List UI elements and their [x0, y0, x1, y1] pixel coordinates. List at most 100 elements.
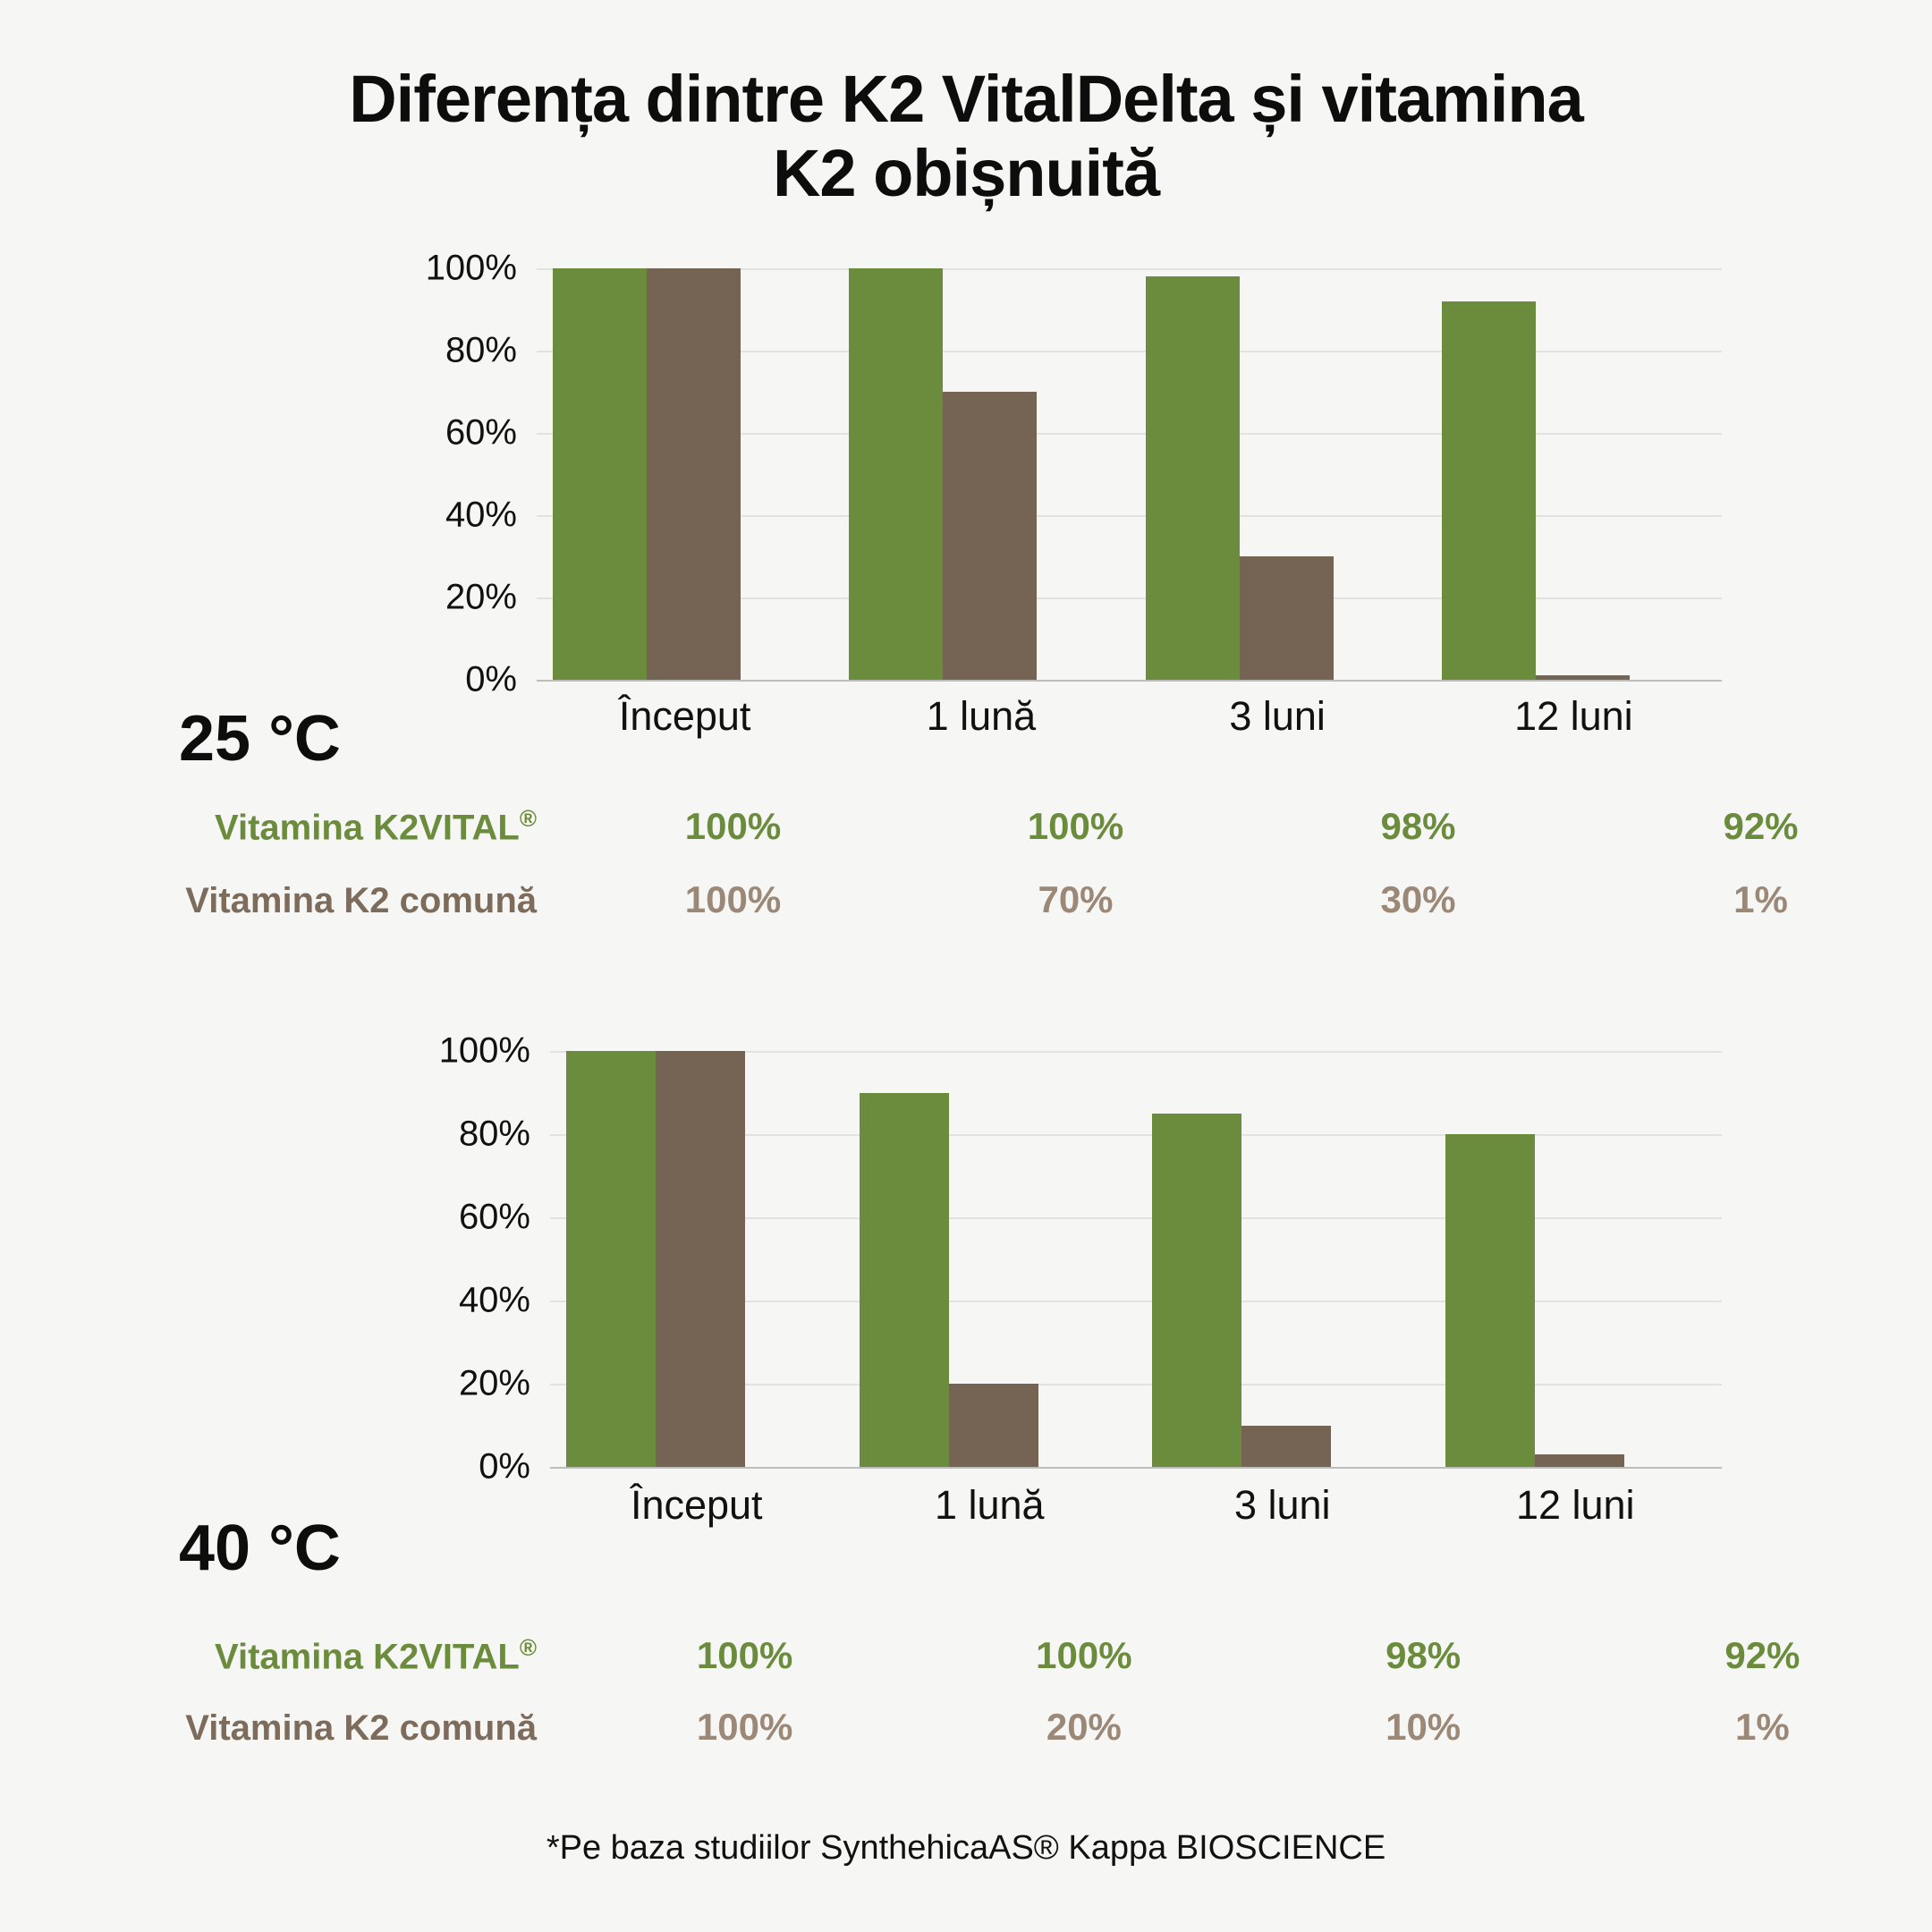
legend-label-k2common-40c: Vitamina K2 comună	[185, 1708, 537, 1748]
x-axis-category-label: 3 luni	[1233, 1482, 1331, 1528]
y-axis-tick-label: 0%	[479, 1446, 530, 1487]
legend-values-k2common-40c: 100% 20% 10% 1%	[575, 1706, 1932, 1749]
legend-values-k2vital-40c: 100% 100% 98% 92%	[575, 1634, 1932, 1677]
data-value-k2common: 1%	[1733, 878, 1788, 920]
bar-group	[550, 1051, 843, 1467]
bar-k2vital	[1445, 1134, 1535, 1467]
data-value-k2vital: 98%	[1385, 1634, 1462, 1677]
bar-group	[843, 1051, 1137, 1467]
data-value-k2vital: 92%	[1723, 805, 1799, 848]
x-axis-category-label: 3 luni	[1229, 693, 1326, 739]
legend-values-k2common-25c: 100% 70% 30% 1%	[562, 878, 1932, 921]
legend-row-k2common-25c: Vitamina K2 comună 100% 70% 30% 1%	[0, 878, 1932, 921]
gridline	[537, 351, 1722, 352]
gridline	[550, 1051, 1722, 1053]
bar-k2common	[948, 1384, 1038, 1467]
gridline	[537, 597, 1722, 599]
bar-k2vital	[1145, 276, 1240, 680]
data-value-k2vital: 100%	[696, 1634, 793, 1677]
legend-row-k2vital-40c: Vitamina K2VITAL® 100% 100% 98% 92%	[0, 1634, 1932, 1677]
legend-row-k2common-40c: Vitamina K2 comună 100% 20% 10% 1%	[0, 1706, 1932, 1749]
bar-series-40c	[550, 1051, 1722, 1467]
plot-area-25c: 100% 80% 60% 40% 20% 0%	[426, 249, 1722, 699]
bar-group	[1136, 1051, 1429, 1467]
bar-k2vital	[859, 1092, 949, 1467]
data-value-k2vital: 100%	[684, 805, 782, 848]
y-axis-tick-label: 100%	[438, 1030, 530, 1071]
temperature-label-40c: 40 °C	[179, 1513, 341, 1584]
page-title: Diferența dintre K2 VitalDelta și vitami…	[0, 62, 1932, 211]
bar-k2vital	[553, 268, 647, 680]
y-axis-tick-label: 80%	[445, 330, 517, 370]
bar-group	[537, 268, 833, 680]
data-value-k2common: 70%	[1038, 878, 1114, 920]
bar-k2vital	[1152, 1113, 1241, 1467]
data-value-k2vital: 100%	[1036, 1634, 1132, 1677]
legend-label-k2vital-25c: Vitamina K2VITAL®	[0, 805, 562, 848]
bar-k2vital	[566, 1051, 656, 1467]
legend-label-k2vital-text-40c: Vitamina K2VITAL	[215, 1637, 520, 1677]
legend-label-k2vital-40c: Vitamina K2VITAL®	[0, 1634, 562, 1677]
gridline	[550, 1134, 1722, 1136]
data-value-k2common: 30%	[1380, 878, 1456, 920]
x-axis-category-label: 12 luni	[1514, 693, 1633, 739]
plot-grid-25c: 100% 80% 60% 40% 20% 0%	[426, 249, 1722, 699]
data-value-k2common: 100%	[684, 878, 782, 920]
plot-area-40c: 100% 80% 60% 40% 20% 0%	[439, 1031, 1722, 1487]
x-axis-labels-40c: Început 1 lună 3 luni 12 luni	[550, 1482, 1722, 1529]
title-line-1: Diferența dintre K2 VitalDelta și vitami…	[349, 62, 1584, 136]
y-axis-tick-label: 100%	[425, 248, 517, 288]
y-axis-tick-label: 20%	[458, 1363, 530, 1403]
gridline	[537, 515, 1722, 517]
data-value-k2common: 100%	[696, 1706, 793, 1748]
bar-k2common	[1534, 1454, 1624, 1467]
y-axis-tick-label: 0%	[465, 659, 517, 699]
x-axis-labels-25c: Început 1 lună 3 luni 12 luni	[537, 693, 1722, 740]
bar-k2common	[943, 392, 1038, 680]
plot-grid-40c: 100% 80% 60% 40% 20% 0%	[439, 1031, 1722, 1487]
gridline	[550, 1301, 1722, 1302]
y-axis-tick-label: 80%	[458, 1114, 530, 1154]
legend-label-k2common-25c: Vitamina K2 comună	[185, 881, 537, 920]
y-axis-tick-label: 20%	[445, 577, 517, 617]
x-axis-category-label: 1 lună	[926, 693, 1037, 739]
y-axis-tick-label: 60%	[458, 1197, 530, 1237]
bar-group	[1130, 268, 1426, 680]
bar-k2common	[647, 268, 741, 680]
bar-k2common	[1535, 675, 1630, 680]
temperature-label-25c: 25 °C	[179, 703, 341, 775]
legend-values-k2vital-25c: 100% 100% 98% 92%	[562, 805, 1932, 848]
data-value-k2vital: 92%	[1724, 1634, 1801, 1677]
bar-group	[1429, 1051, 1723, 1467]
bar-k2common	[656, 1051, 745, 1467]
data-value-k2common: 1%	[1735, 1706, 1790, 1748]
x-axis-category-label: Început	[618, 693, 751, 739]
gridline	[550, 1217, 1722, 1219]
y-axis-tick-label: 40%	[445, 495, 517, 535]
x-axis-category-label: Început	[630, 1482, 763, 1528]
y-axis-tick-label: 60%	[445, 412, 517, 453]
bar-group	[833, 268, 1129, 680]
legend-label-k2vital-text-25c: Vitamina K2VITAL	[215, 808, 520, 848]
legend-row-k2vital-25c: Vitamina K2VITAL® 100% 100% 98% 92%	[0, 805, 1932, 848]
registered-icon: ®	[519, 1634, 537, 1661]
x-axis-category-label: 12 luni	[1515, 1482, 1635, 1528]
bar-k2common	[1241, 1425, 1331, 1467]
data-value-k2common: 20%	[1046, 1706, 1122, 1748]
x-axis-line	[537, 680, 1722, 682]
title-line-2: K2 obișnuită	[772, 135, 1160, 210]
gridline	[537, 268, 1722, 270]
data-value-k2vital: 100%	[1027, 805, 1124, 848]
gridline	[537, 433, 1722, 435]
bar-series-25c	[537, 268, 1722, 680]
data-value-k2vital: 98%	[1380, 805, 1456, 848]
source-footnote: *Pe baza studiilor SynthehicaAS® Kappa B…	[546, 1829, 1386, 1867]
bar-group	[1426, 268, 1722, 680]
y-axis-tick-label: 40%	[458, 1280, 530, 1320]
x-axis-category-label: 1 lună	[934, 1482, 1045, 1528]
gridline	[550, 1384, 1722, 1385]
bar-k2vital	[1441, 301, 1536, 680]
data-value-k2common: 10%	[1385, 1706, 1462, 1748]
x-axis-line	[550, 1467, 1722, 1469]
